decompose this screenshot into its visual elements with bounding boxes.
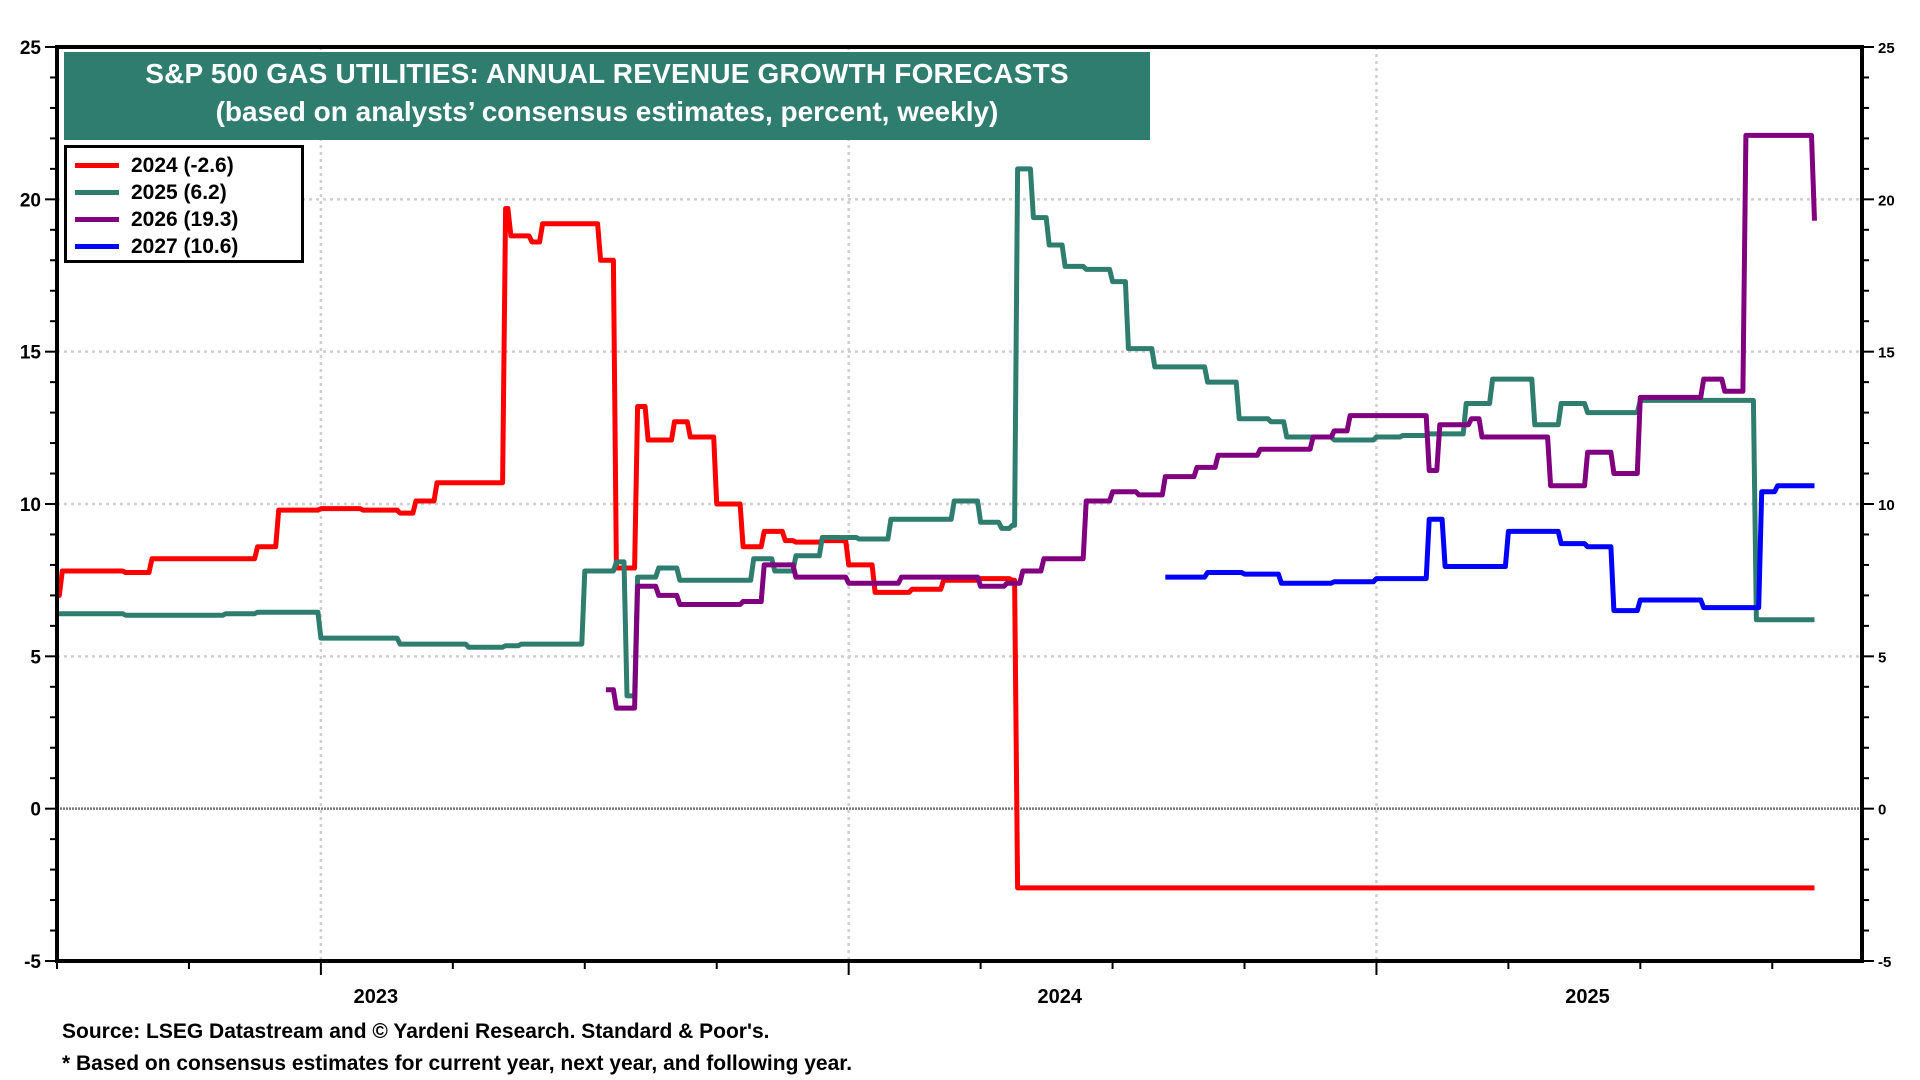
legend-label: 2026 (19.3)	[131, 207, 239, 231]
y-tick-label-right: 10	[1878, 497, 1895, 514]
y-tick-label-right: 20	[1878, 192, 1895, 209]
legend-label: 2025 (6.2)	[131, 180, 227, 204]
x-tick-label: 2024	[1038, 986, 1083, 1008]
source-note: Source: LSEG Datastream and © Yardeni Re…	[62, 1020, 770, 1043]
legend-item-2025: 2025 (6.2)	[75, 179, 301, 206]
legend: 2024 (-2.6) 2025 (6.2) 2026 (19.3) 2027 …	[64, 145, 304, 263]
y-tick-label-right: 0	[1878, 802, 1886, 819]
series-line-2026	[605, 132, 1817, 711]
y-tick-label-right: 15	[1878, 345, 1895, 362]
series-line-2024	[56, 206, 1815, 891]
right-axis: -5 0 5 10 15 20 25	[1862, 40, 1895, 971]
x-tick-label: 2025	[1565, 986, 1610, 1008]
y-tick-label-left: 20	[20, 190, 41, 211]
legend-label: 2027 (10.6)	[131, 234, 239, 258]
y-tick-label-left: 15	[20, 343, 42, 364]
y-tick-label-left: 10	[20, 495, 41, 516]
series-group	[56, 132, 1817, 891]
series-line-2027	[1165, 483, 1815, 614]
chart-title-box: S&P 500 GAS UTILITIES: ANNUAL REVENUE GR…	[64, 52, 1150, 140]
x-axis: 2023 2024 2025	[56, 961, 1774, 1008]
y-tick-label-left: 5	[30, 647, 41, 668]
y-tick-label-left: 0	[30, 800, 41, 821]
gridlines	[57, 47, 1862, 961]
y-tick-label-left: 25	[20, 38, 42, 59]
y-tick-label-left: -5	[24, 952, 41, 973]
footnote: * Based on consensus estimates for curre…	[62, 1052, 853, 1075]
y-tick-label-right: -5	[1878, 954, 1891, 971]
series-line-2025	[57, 166, 1815, 699]
y-tick-label-right: 25	[1878, 40, 1895, 57]
chart-title: S&P 500 GAS UTILITIES: ANNUAL REVENUE GR…	[145, 58, 1069, 89]
chart-subtitle: (based on analysts’ consensus estimates,…	[215, 96, 999, 127]
legend-swatch-red	[75, 163, 119, 168]
legend-item-2026: 2026 (19.3)	[75, 206, 301, 233]
legend-swatch-purple	[75, 217, 119, 222]
legend-label: 2024 (-2.6)	[131, 153, 234, 177]
legend-item-2027: 2027 (10.6)	[75, 233, 301, 260]
legend-swatch-blue	[75, 244, 119, 249]
y-tick-label-right: 5	[1878, 649, 1886, 666]
x-tick-label: 2023	[354, 986, 399, 1008]
left-axis: -5 0 5 10 15 20 25	[20, 38, 57, 973]
legend-swatch-teal	[75, 190, 119, 195]
legend-item-2024: 2024 (-2.6)	[75, 152, 301, 179]
